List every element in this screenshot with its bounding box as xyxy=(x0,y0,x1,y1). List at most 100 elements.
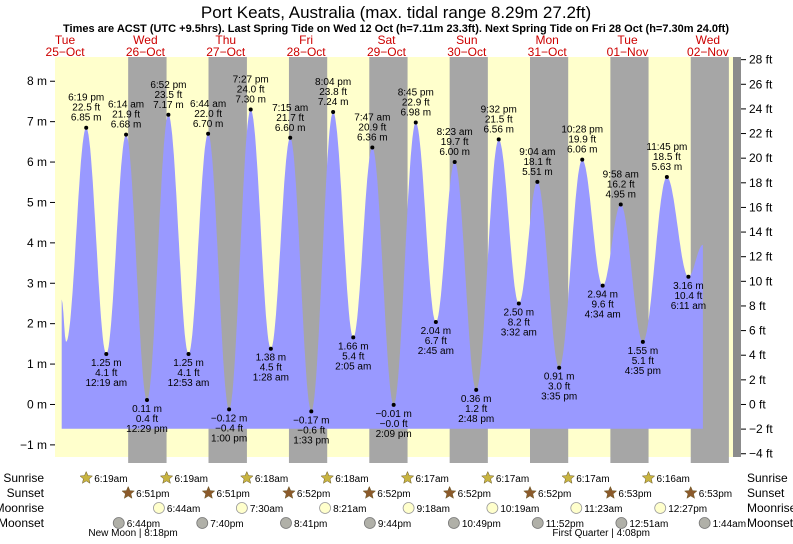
tide-time-label: 2:45 am xyxy=(418,346,454,357)
right-axis-label: 6 ft xyxy=(749,324,766,338)
tide-time-label: 8:45 pm xyxy=(398,87,434,98)
night-strip-bottom xyxy=(449,457,488,463)
left-axis-label: −1 m xyxy=(20,438,47,452)
tide-point xyxy=(124,132,129,137)
tide-point xyxy=(166,112,171,117)
moonrise-time: 8:21am xyxy=(333,504,366,515)
moonset-time: 12:51am xyxy=(629,519,668,530)
moonset-icon xyxy=(615,517,628,529)
tide-point xyxy=(452,160,457,165)
moonset-icon xyxy=(447,517,460,529)
sunset-time: 6:51pm xyxy=(217,489,250,500)
tide-point xyxy=(186,351,191,356)
sunset-time: 6:52pm xyxy=(458,489,491,500)
tide-point xyxy=(104,351,109,356)
tide-point xyxy=(391,402,396,407)
right-axis-label: 22 ft xyxy=(749,127,773,141)
night-strip-bottom xyxy=(208,457,247,463)
night-strip-bottom xyxy=(288,457,328,463)
tide-point xyxy=(145,398,150,403)
tide-m-label: 7.24 m xyxy=(318,97,349,108)
sunset-time: 6:52pm xyxy=(297,489,330,500)
sunset-icon xyxy=(121,485,135,499)
moonrise-icon xyxy=(235,502,248,514)
tide-point xyxy=(351,335,356,340)
sunset-time: 6:51pm xyxy=(136,489,169,500)
tide-ft-label: −0.6 ft xyxy=(297,425,325,436)
tide-time-label: 2:05 am xyxy=(335,361,371,372)
event-row-label-left: Sunrise xyxy=(3,471,44,485)
day-name: Sat xyxy=(377,33,396,47)
right-axis-label: 28 ft xyxy=(749,53,773,67)
tide-point xyxy=(474,387,479,392)
event-row-label-left: Moonset xyxy=(0,516,45,530)
tide-ft-label: 18.5 ft xyxy=(653,152,681,163)
tide-m-label: 2.94 m xyxy=(587,290,618,301)
right-axis-label: 0 ft xyxy=(749,397,766,411)
tide-time-label: 12:19 am xyxy=(85,378,127,389)
moonrise-icon xyxy=(153,502,165,514)
tide-ft-label: 19.7 ft xyxy=(441,137,469,148)
moonset-time: 6:44pm xyxy=(127,519,160,530)
right-axis-label: 14 ft xyxy=(749,225,773,239)
tide-point xyxy=(309,409,314,414)
tide-time-label: 2:48 pm xyxy=(458,414,494,425)
tide-m-label: 1.38 m xyxy=(256,353,287,364)
tide-ft-label: 23.8 ft xyxy=(319,87,347,98)
tide-time-label: 7:15 am xyxy=(272,103,308,114)
tide-ft-label: 6.7 ft xyxy=(425,336,447,347)
right-frame-strip xyxy=(733,57,741,457)
right-axis-label: 8 ft xyxy=(749,299,766,313)
day-name: Sun xyxy=(456,33,477,47)
sunrise-time: 6:17am xyxy=(576,474,609,485)
event-row-label-right: Sunrise xyxy=(747,471,788,485)
tide-m-label: 6.00 m xyxy=(439,147,470,158)
tide-ft-label: 5.1 ft xyxy=(632,356,654,367)
tide-ft-label: 21.5 ft xyxy=(485,114,513,125)
sunrise-icon xyxy=(320,470,335,484)
tide-m-label: −0.17 m xyxy=(293,415,329,426)
sunrise-time: 6:17am xyxy=(496,474,529,485)
tide-ft-label: 23.5 ft xyxy=(154,90,182,101)
tide-time-label: 6:44 am xyxy=(190,99,226,110)
tide-point xyxy=(433,320,438,325)
sunset-icon xyxy=(442,485,457,499)
sunrise-icon xyxy=(159,470,174,484)
moonset-icon xyxy=(363,517,376,529)
tide-m-label: 0.36 m xyxy=(461,394,492,405)
moon-phase-label: First Quarter | 4:08pm xyxy=(552,528,650,539)
day-name: Tue xyxy=(55,33,76,47)
tide-ft-label: 18.1 ft xyxy=(523,157,551,168)
tide-ft-label: −0.4 ft xyxy=(215,423,243,434)
sunrise-icon xyxy=(79,470,94,484)
day-name: Thu xyxy=(215,33,236,47)
tide-time-label: 10:28 pm xyxy=(561,125,603,136)
moon-phase-label: New Moon | 8:18pm xyxy=(88,528,177,539)
event-row-label-left: Moonrise xyxy=(0,501,44,515)
tide-point xyxy=(413,120,418,125)
sunset-time: 6:52pm xyxy=(377,489,410,500)
tide-time-label: 3:35 pm xyxy=(541,392,577,403)
tide-m-label: 5.51 m xyxy=(522,167,553,178)
tide-time-label: 12:29 pm xyxy=(126,424,168,435)
tide-point xyxy=(248,107,253,112)
moonrise-time: 10:19am xyxy=(500,504,539,515)
tide-point xyxy=(580,157,585,162)
tide-ft-label: 21.9 ft xyxy=(112,110,140,121)
right-axis-label: 2 ft xyxy=(749,373,766,387)
tide-point xyxy=(516,301,521,306)
sunrise-time: 6:19am xyxy=(94,474,127,485)
tide-point xyxy=(600,283,605,288)
day-name: Wed xyxy=(696,33,720,47)
left-axis-label: 8 m xyxy=(27,74,47,88)
sunrise-icon xyxy=(561,470,576,484)
tide-point xyxy=(268,346,273,351)
tide-ft-label: 10.4 ft xyxy=(674,291,702,302)
tide-point xyxy=(331,109,336,114)
event-row-label-right: Moonrise xyxy=(747,501,793,515)
day-name: Fri xyxy=(299,33,313,47)
tide-time-label: 7:47 am xyxy=(354,113,390,124)
event-row-label-right: Sunset xyxy=(747,486,785,500)
left-axis-label: 7 m xyxy=(27,115,47,129)
